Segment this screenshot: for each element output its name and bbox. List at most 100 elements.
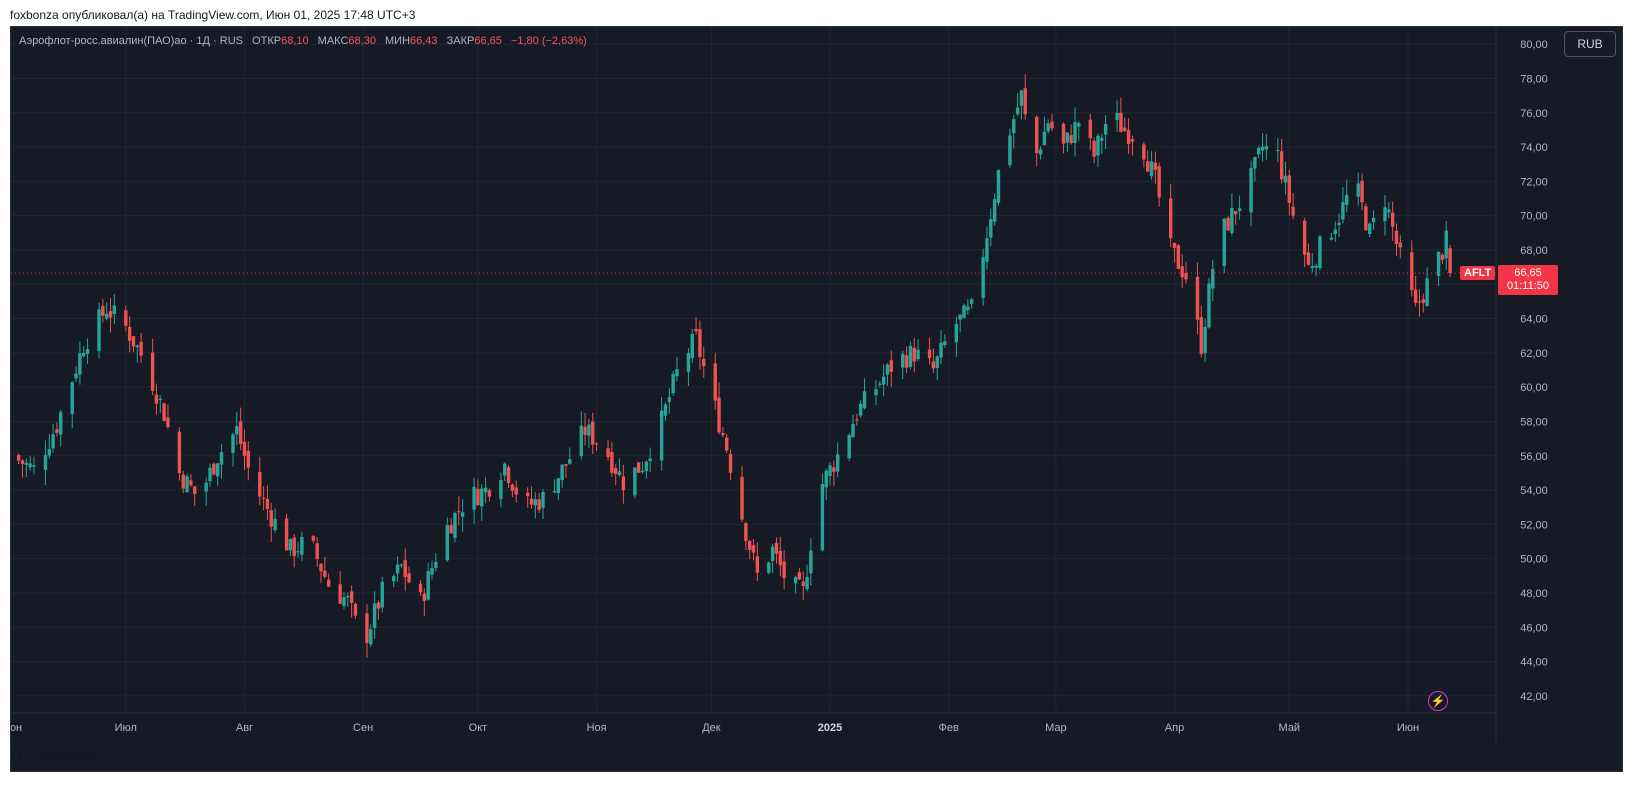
candle-body	[617, 471, 622, 476]
candle-body	[131, 336, 136, 347]
candle-body	[858, 403, 863, 416]
candle-body	[698, 329, 702, 357]
candle-body	[20, 460, 25, 464]
y-tick-label: 76,00	[1520, 108, 1548, 120]
x-tick-label: Ноя	[587, 722, 607, 734]
candle-body	[1276, 150, 1280, 152]
y-tick-label: 44,00	[1520, 657, 1548, 669]
candle-body	[1249, 168, 1253, 213]
candle-body	[862, 391, 867, 409]
candle-body	[996, 169, 1001, 203]
candle-body	[204, 482, 208, 492]
candle-body	[847, 434, 851, 459]
candle-body	[943, 341, 947, 346]
candle-body	[1199, 317, 1203, 355]
candle-body	[606, 448, 610, 457]
candle-body	[1023, 88, 1027, 115]
candle-body	[805, 576, 809, 590]
candle-body	[449, 525, 453, 534]
candle-body	[1222, 218, 1226, 266]
candle-body	[43, 454, 48, 470]
candle-body	[648, 458, 652, 462]
candle-body	[457, 511, 461, 513]
candle-body	[1126, 130, 1131, 144]
bar-countdown: 01:11:50	[1506, 280, 1549, 293]
candle-body	[104, 313, 109, 319]
candle-body	[1283, 175, 1288, 183]
candle-body	[315, 543, 319, 560]
candle-body	[1015, 107, 1020, 115]
open-label: ОТКР	[252, 35, 282, 47]
candle-body	[931, 361, 936, 369]
candle-body	[1142, 144, 1146, 160]
y-tick-label: 70,00	[1520, 211, 1548, 223]
candle-body	[774, 542, 779, 554]
candle-body	[702, 359, 706, 366]
candle-body	[392, 576, 396, 582]
candle-body	[1264, 146, 1269, 150]
candle-body	[395, 564, 400, 574]
candle-body	[422, 593, 427, 601]
y-tick-label: 72,00	[1520, 176, 1548, 188]
candle-body	[889, 360, 893, 372]
candle-body	[969, 299, 974, 304]
candle-body	[820, 483, 825, 551]
candle-body	[1119, 112, 1123, 133]
candle-body	[292, 537, 296, 556]
candle-body	[288, 539, 293, 551]
attribution-text: foxbonza опубликовал(а) на TradingView.c…	[10, 8, 416, 22]
candle-body	[1356, 183, 1360, 197]
candle-body	[1314, 265, 1318, 268]
candle-body	[614, 468, 618, 474]
x-tick-label: Дек	[702, 722, 721, 734]
y-tick-label: 80,00	[1520, 39, 1548, 51]
price-axis[interactable]: 42,00 44,00 46,00 48,00 50,00 52,00 54,00 56,00…	[1520, 39, 1548, 703]
lightning-icon[interactable]: ⚡	[1428, 691, 1448, 711]
candle-body	[1203, 327, 1207, 354]
candle-body	[208, 467, 212, 482]
candle-body	[74, 373, 78, 379]
candle-body	[1287, 175, 1292, 203]
candle-body	[878, 383, 882, 385]
candle-body	[238, 421, 243, 444]
candle-body	[874, 389, 878, 396]
candle-body	[1065, 132, 1070, 143]
candle-body	[832, 467, 836, 472]
candle-body	[506, 467, 511, 483]
x-tick-label: Фев	[939, 722, 959, 734]
candle-body	[380, 581, 384, 608]
candle-body	[162, 403, 166, 421]
candle-body	[376, 602, 381, 609]
candle-body	[587, 424, 591, 436]
symbol-title[interactable]: Аэрофлот-росс.авиалин(ПАО)ао · 1Д · RUS	[19, 35, 243, 47]
candle-body	[1394, 230, 1399, 244]
candle-body	[1211, 269, 1215, 289]
candle-body	[525, 492, 530, 497]
candle-body	[181, 474, 185, 489]
y-tick-label: 60,00	[1520, 382, 1548, 394]
candle-body	[55, 429, 59, 433]
candle-body	[989, 219, 993, 238]
y-tick-label: 52,00	[1520, 519, 1548, 531]
candle-body	[265, 498, 270, 509]
candle-body	[24, 462, 29, 465]
time-axis[interactable]: Июн Июл Авг Сен Окт Ноя Дек 2025 Фев Мар Апр Май Июн	[11, 722, 1419, 734]
candle-body	[372, 603, 377, 628]
candle-body	[1333, 229, 1337, 235]
candle-body	[1306, 252, 1311, 265]
currency-button[interactable]: RUB	[1564, 31, 1616, 57]
candle-body	[1253, 156, 1257, 169]
candle-body	[1425, 278, 1429, 307]
candle-body	[135, 345, 140, 348]
chart-panel[interactable]: 42,00 44,00 46,00 48,00 50,00 52,00 54,00 56,00…	[10, 26, 1623, 772]
candle-body	[690, 333, 694, 359]
candle-body	[1387, 209, 1391, 213]
candle-body	[560, 464, 564, 481]
candle-body	[797, 572, 802, 580]
candle-body	[1310, 266, 1314, 269]
candle-body	[150, 352, 155, 392]
candlestick-chart[interactable]: 42,00 44,00 46,00 48,00 50,00 52,00 54,00 56,00…	[11, 27, 1623, 772]
candle-body	[430, 568, 434, 575]
candle-body	[939, 342, 943, 358]
candle-body	[958, 314, 962, 320]
